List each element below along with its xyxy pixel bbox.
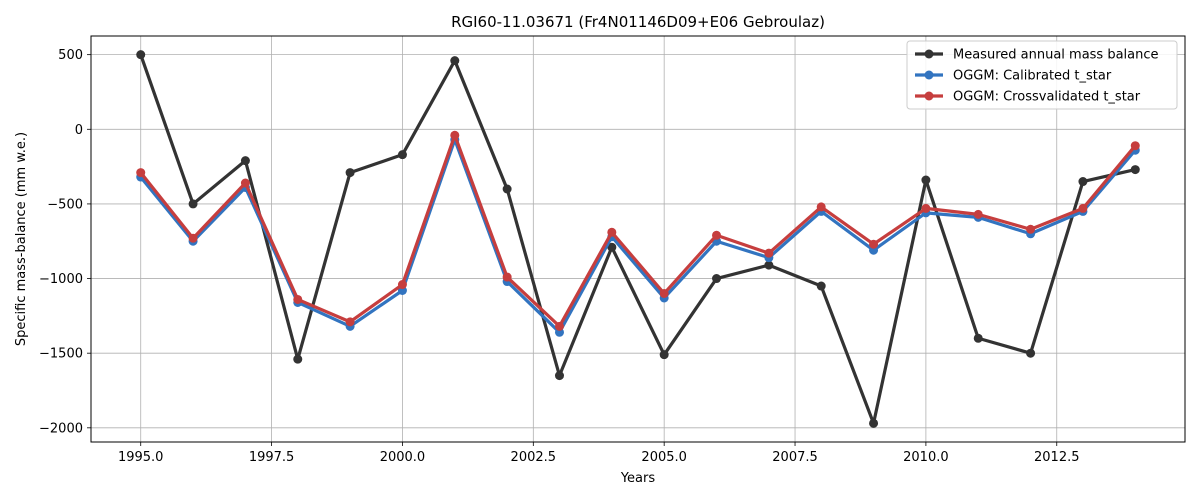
y-ticks: 500 0 −500 −1000 −1500 −2000 xyxy=(39,48,91,436)
data-point xyxy=(1130,165,1140,175)
data-point xyxy=(502,272,512,282)
data-point xyxy=(345,168,355,178)
data-point xyxy=(712,274,722,284)
x-tick-label: 2007.5 xyxy=(772,450,818,465)
y-tick-label: −1500 xyxy=(39,347,83,362)
data-point xyxy=(764,248,774,258)
series-1 xyxy=(136,135,1140,337)
x-tick-label: 2002.5 xyxy=(511,450,557,465)
data-point xyxy=(921,203,931,213)
legend-label: Measured annual mass balance xyxy=(953,48,1159,63)
data-point xyxy=(764,260,774,270)
data-point xyxy=(240,178,250,188)
data-point xyxy=(1026,224,1036,234)
series-line xyxy=(139,54,1136,425)
data-point xyxy=(607,242,617,252)
y-tick-label: −1000 xyxy=(39,272,83,287)
y-tick-label: −2000 xyxy=(39,421,83,436)
legend-marker xyxy=(924,49,934,59)
x-tick-label: 2000.0 xyxy=(380,450,426,465)
data-point xyxy=(816,281,826,291)
legend-box xyxy=(906,40,1178,110)
plot-frame xyxy=(90,35,1186,443)
data-point xyxy=(188,199,198,209)
data-point xyxy=(136,168,146,178)
legend-marker xyxy=(924,70,934,80)
data-point xyxy=(450,56,460,66)
data-point xyxy=(659,350,669,360)
data-point xyxy=(293,354,303,364)
x-tick-label: 1997.5 xyxy=(249,450,295,465)
legend-label: OGGM: Calibrated t_star xyxy=(953,69,1112,84)
data-point xyxy=(973,209,983,219)
chart-title: RGI60-11.03671 (Fr4N01146D09+E06 Gebroul… xyxy=(451,13,825,31)
data-point xyxy=(450,130,460,140)
data-point xyxy=(240,156,250,166)
x-ticks: 1995.0 1997.5 2000.0 2002.5 2005.0 2007.5 2010… xyxy=(118,442,1080,465)
data-point xyxy=(502,184,512,194)
data-point xyxy=(188,233,198,243)
x-tick-label: 2010.0 xyxy=(903,450,949,465)
y-tick-label: −500 xyxy=(47,197,83,212)
legend-label: OGGM: Crossvalidated t_star xyxy=(953,90,1141,105)
y-tick-label: 500 xyxy=(58,48,83,63)
data-point xyxy=(816,202,826,212)
data-point xyxy=(712,230,722,240)
x-tick-label: 1995.0 xyxy=(118,450,164,465)
legend-marker xyxy=(924,91,934,101)
data-point xyxy=(1078,203,1088,213)
data-point xyxy=(293,294,303,304)
series-line xyxy=(139,138,1137,334)
x-axis-label: Years xyxy=(620,471,656,486)
data-point xyxy=(659,288,669,298)
data-point xyxy=(345,317,355,327)
series-0 xyxy=(136,50,1140,428)
x-tick-label: 2012.5 xyxy=(1034,450,1080,465)
data-point xyxy=(607,227,617,237)
series-2 xyxy=(136,130,1140,331)
series-line xyxy=(139,133,1137,328)
x-tick-label: 2005.0 xyxy=(641,450,687,465)
y-tick-label: 0 xyxy=(75,123,83,138)
legend: Measured annual mass balance OGGM: Calibr… xyxy=(906,40,1178,110)
data-point xyxy=(1026,348,1036,358)
data-point xyxy=(973,333,983,343)
data-point xyxy=(1130,141,1140,151)
data-point xyxy=(397,150,407,160)
data-point xyxy=(1078,177,1088,187)
data-point xyxy=(869,418,879,428)
data-point xyxy=(869,239,879,249)
data-point xyxy=(554,321,564,331)
data-point xyxy=(136,50,146,60)
data-point xyxy=(554,371,564,381)
grid-lines xyxy=(91,36,1185,442)
y-axis-label: Specific mass-balance (mm w.e.) xyxy=(14,132,29,346)
data-point xyxy=(921,175,931,185)
data-point xyxy=(397,280,407,290)
series-lines xyxy=(136,50,1140,428)
